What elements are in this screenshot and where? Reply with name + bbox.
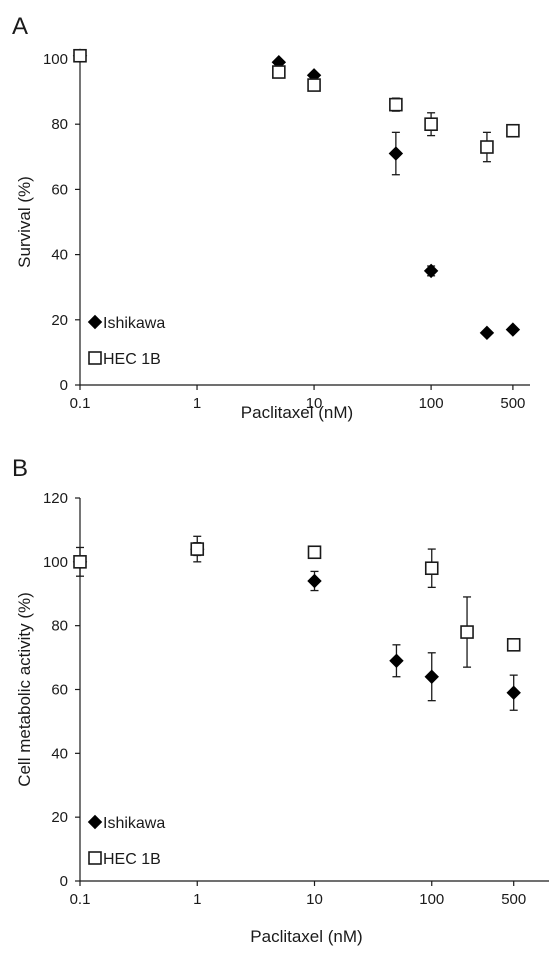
y-tick-label: 20 [51,312,68,329]
panel-label: A [12,13,28,40]
data-point [307,78,321,92]
data-point [424,117,438,131]
data-point [307,545,322,560]
data-point [272,65,286,79]
x-tick-label: 100 [419,395,444,412]
data-point [423,263,439,279]
data-point [389,653,404,668]
y-axis-label: Survival (%) [15,176,34,268]
legend-label-hec-1b: HEC 1B [103,351,161,368]
data-point [190,542,205,556]
y-tick-label: 0 [60,377,68,394]
legend-marker-hec-1b [88,851,102,865]
y-tick-label: 100 [43,51,68,68]
data-point [506,685,521,700]
x-tick-label: 10 [306,891,323,908]
y-tick-label: 80 [51,618,68,635]
panel-a: A 0 20 40 60 80 100 0.1 1 10 100 500 Paclitaxel (nM)… [12,13,530,422]
x-tick-label: 500 [500,395,525,412]
legend-label-ishikawa: Ishikawa [103,315,165,332]
x-tick-label: 0.1 [70,395,91,412]
legend: Ishikawa HEC 1B [87,314,165,368]
y-tick-label: 100 [43,554,68,571]
y-tick-label: 20 [51,809,68,826]
y-tick-label: 60 [51,682,68,699]
legend-marker-ishikawa [87,814,103,830]
data-point [506,123,520,138]
panel-label: B [12,455,28,482]
x-tick-label: 100 [419,891,444,908]
series-hec-1b [73,48,520,163]
series-hec-1b [73,542,521,668]
data-point [506,638,521,652]
legend: Ishikawa HEC 1B [87,814,165,868]
y-tick-label: 60 [51,181,68,198]
y-tick-label: 40 [51,745,68,762]
legend-label-ishikawa: Ishikawa [103,815,165,832]
series-ishikawa [72,535,521,711]
y-tick-label: 120 [43,490,68,507]
data-point [505,322,521,337]
data-point [73,48,87,63]
legend-label-hec-1b: HEC 1B [103,851,161,868]
y-tick-label: 0 [60,873,68,890]
x-tick-label: 1 [193,395,201,412]
y-tick-label: 40 [51,247,68,264]
series-ishikawa [72,48,521,341]
x-axis-label: Paclitaxel (nM) [250,927,362,946]
data-point [479,325,495,341]
data-point [480,140,494,154]
y-axis-label: Cell metabolic activity (%) [15,592,34,787]
data-point [307,573,322,589]
data-point [460,625,474,639]
x-tick-label: 10 [306,395,323,412]
data-point [424,669,439,684]
x-axis-label: Paclitaxel (nM) [241,403,353,422]
x-tick-label: 500 [501,891,526,908]
data-point [389,97,403,112]
data-point [424,561,439,576]
data-point [73,555,87,569]
x-tick-label: 1 [193,891,201,908]
data-point [388,146,404,161]
x-tick-label: 0.1 [70,891,91,908]
legend-marker-hec-1b [88,351,102,365]
panel-b: B 0 20 40 60 80 100 120 0.1 1 10 100 500 Paclitaxel (… [12,455,549,946]
legend-marker-ishikawa [87,314,103,330]
y-tick-label: 80 [51,116,68,133]
